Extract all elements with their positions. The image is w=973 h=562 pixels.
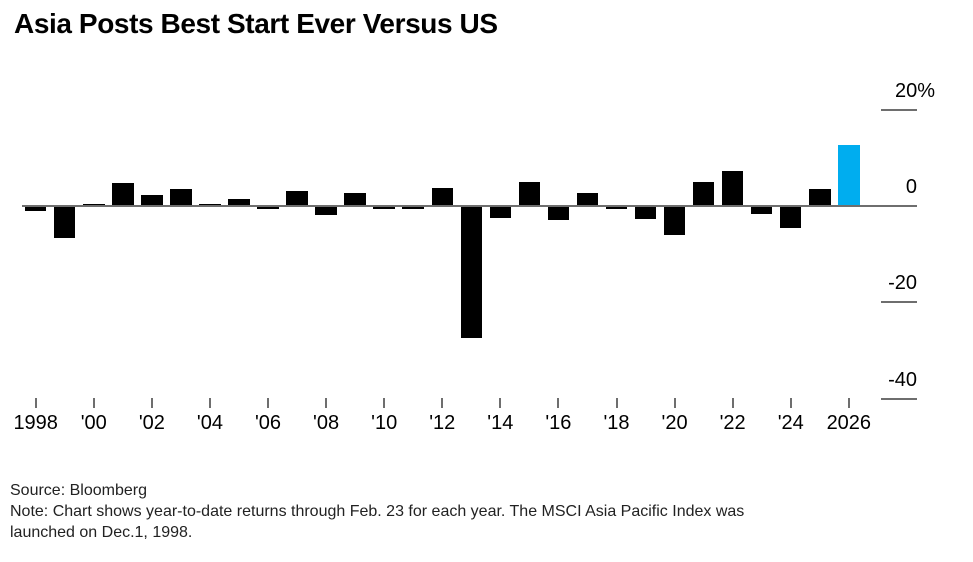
bar-2019 xyxy=(634,207,657,219)
x-tick-label-2008: '08 xyxy=(313,412,340,434)
bar-2005 xyxy=(228,199,250,206)
bar-2007 xyxy=(286,191,308,206)
x-tick-label-2014: '14 xyxy=(487,412,514,434)
bar-2025 xyxy=(809,188,831,206)
bar-2018 xyxy=(605,207,628,210)
y-tick-label--40: -40 xyxy=(888,368,917,391)
x-tick-label-2020: '20 xyxy=(661,412,688,434)
x-tick-2018 xyxy=(615,398,618,408)
x-tick-label-2016: '16 xyxy=(545,412,572,434)
x-tick-label-2000: '00 xyxy=(80,412,107,434)
x-tick-2010 xyxy=(383,398,386,408)
x-tick-label-2002: '02 xyxy=(138,412,165,434)
bar-2001 xyxy=(112,182,134,206)
bar-2024 xyxy=(779,207,802,229)
x-tick-1998 xyxy=(34,398,37,408)
bar-2017 xyxy=(576,192,599,206)
x-tick-2004 xyxy=(208,398,211,408)
x-tick-label-2010: '10 xyxy=(371,412,398,434)
x-tick-label-2012: '12 xyxy=(429,412,456,434)
bar-2016 xyxy=(547,207,570,221)
x-tick-2026 xyxy=(847,398,850,408)
bar-2003 xyxy=(170,188,192,206)
x-tick-2000 xyxy=(92,398,95,408)
bar-2026 xyxy=(838,144,860,206)
source-line: Source: Bloomberg xyxy=(10,482,147,499)
x-tick-2012 xyxy=(441,398,444,408)
bar-2014 xyxy=(489,207,512,219)
note-line-1: Note: Chart shows year-to-date returns t… xyxy=(10,503,745,520)
bar-2008 xyxy=(315,207,337,216)
bar-2015 xyxy=(518,182,541,206)
bar-2022 xyxy=(721,171,744,206)
y-tick-20 xyxy=(881,108,917,111)
y-tick--40 xyxy=(881,397,917,400)
bar-1998 xyxy=(24,207,47,212)
bar-1999 xyxy=(53,207,76,238)
bar-2020 xyxy=(663,207,686,235)
bar-2004 xyxy=(199,203,221,206)
bar-2023 xyxy=(750,207,773,215)
x-tick-2002 xyxy=(150,398,153,408)
x-tick-2006 xyxy=(267,398,270,408)
bar-2006 xyxy=(257,207,279,209)
x-tick-label-1998: 1998 xyxy=(13,412,58,434)
y-tick-label-20: 20% xyxy=(894,79,935,102)
bar-2002 xyxy=(141,195,163,206)
x-tick-label-2022: '22 xyxy=(719,412,746,434)
x-tick-2008 xyxy=(325,398,328,408)
chart-title: Asia Posts Best Start Ever Versus US xyxy=(14,8,498,39)
y-tick-label--20: -20 xyxy=(888,272,917,295)
x-tick-label-2006: '06 xyxy=(254,412,282,434)
bar-2013 xyxy=(460,207,483,339)
note-line-2: launched on Dec.1, 1998. xyxy=(10,524,193,541)
bar-2009 xyxy=(344,192,366,206)
x-tick-label-2024: '24 xyxy=(777,412,804,434)
x-tick-2014 xyxy=(499,398,502,408)
x-tick-label-2018: '18 xyxy=(603,412,630,434)
bar-2012 xyxy=(431,188,453,206)
x-tick-2020 xyxy=(673,398,676,408)
x-tick-2022 xyxy=(731,398,734,408)
bar-2021 xyxy=(692,181,715,206)
x-tick-label-2004: '04 xyxy=(196,412,223,434)
x-tick-2016 xyxy=(557,398,560,408)
x-tick-label-2026: 2026 xyxy=(826,412,872,434)
y-tick--20 xyxy=(881,301,917,304)
y-tick-label-0: 0 xyxy=(905,176,917,198)
zero-axis-line xyxy=(22,205,917,207)
chart-footer: Source: Bloomberg Note: Chart shows year… xyxy=(10,480,940,543)
bar-2010 xyxy=(373,207,395,209)
bar-2011 xyxy=(402,207,424,209)
x-tick-2024 xyxy=(789,398,792,408)
